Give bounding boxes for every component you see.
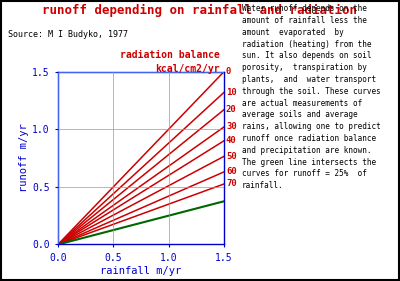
Text: 60: 60: [226, 167, 237, 176]
Y-axis label: runoff m/yr: runoff m/yr: [19, 124, 29, 192]
Text: radiation balance: radiation balance: [120, 50, 220, 60]
Text: Source: M I Budyko, 1977: Source: M I Budyko, 1977: [8, 30, 128, 38]
Text: 20: 20: [226, 105, 237, 114]
Text: kcal/cm2/yr: kcal/cm2/yr: [155, 64, 220, 74]
Text: 10: 10: [226, 88, 237, 97]
Text: runoff depending on rainfall and radiation: runoff depending on rainfall and radiati…: [42, 4, 358, 17]
Text: 0: 0: [226, 67, 231, 76]
Text: 50: 50: [226, 152, 237, 161]
Text: Water runoff depends on the
amount of rainfall less the
amount  evaporated  by
r: Water runoff depends on the amount of ra…: [242, 4, 381, 190]
X-axis label: rainfall m/yr: rainfall m/yr: [100, 266, 182, 276]
Text: 30: 30: [226, 123, 237, 132]
Text: 40: 40: [226, 136, 237, 145]
Text: 70: 70: [226, 180, 237, 189]
